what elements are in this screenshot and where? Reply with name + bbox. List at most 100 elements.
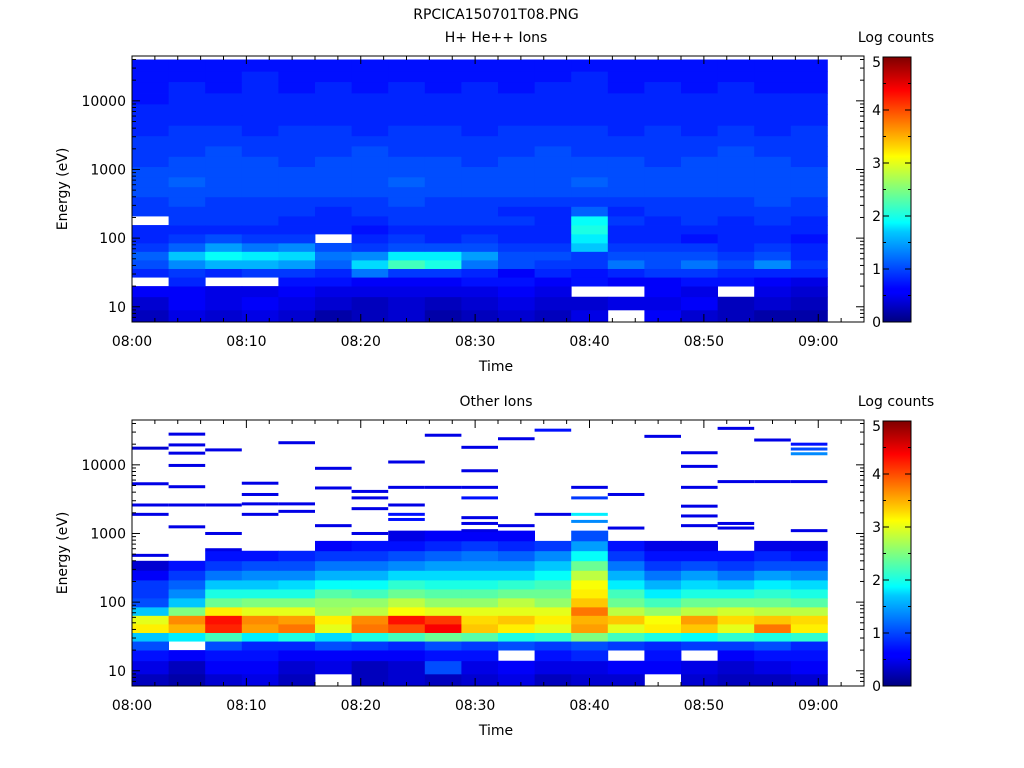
heatmap-line [424, 433, 462, 437]
y-tick-label: 10 [108, 300, 126, 316]
heatmap-cell [754, 125, 792, 137]
heatmap-cell [424, 597, 462, 608]
heatmap-cell [571, 530, 609, 542]
heatmap-cell [717, 225, 755, 235]
heatmap-cell [351, 145, 389, 157]
heatmap-cell [205, 233, 243, 244]
heatmap-cell [388, 196, 426, 207]
heatmap-cell [498, 597, 535, 608]
heatmap-line [717, 521, 755, 525]
heatmap-cell [278, 196, 316, 207]
heatmap-cell [571, 589, 609, 599]
heatmap-cell [241, 673, 279, 687]
heatmap-cell [424, 103, 462, 116]
heatmap-cell [241, 225, 279, 235]
heatmap-cell [534, 589, 572, 599]
heatmap-cell [205, 309, 243, 323]
heatmap-cell [717, 615, 755, 625]
heatmap-cell [241, 550, 279, 562]
heatmap-line [241, 492, 279, 496]
heatmap-cell [351, 296, 389, 311]
heatmap-cell [644, 632, 682, 642]
heatmap-line [790, 447, 828, 451]
heatmap-cell [132, 296, 169, 311]
heatmap-cell [168, 268, 206, 278]
heatmap-cell [241, 166, 279, 178]
heatmap-cell [315, 71, 352, 83]
heatmap-cell [168, 225, 206, 235]
colorbar-tick-label: 5 [872, 419, 881, 435]
heatmap-cell [351, 81, 389, 94]
heatmap-cell [790, 135, 828, 147]
heatmap-cell [132, 641, 169, 651]
heatmap-cell [315, 186, 352, 198]
heatmap-cell [132, 580, 169, 590]
heatmap-cell [498, 196, 535, 207]
heatmap-cell [278, 145, 316, 157]
heatmap-cell [644, 309, 682, 323]
heatmap-cell [498, 59, 535, 72]
y-axis: 10 100 1000 10000 [81, 423, 864, 687]
heatmap-cell [754, 186, 792, 198]
heatmap-cell [461, 206, 499, 217]
heatmap-cell [168, 166, 206, 178]
heatmap-cell [717, 145, 755, 157]
heatmap-cell [681, 216, 718, 226]
heatmap-cell [534, 186, 572, 198]
heatmap-cell [424, 125, 462, 137]
heatmap-cell [461, 615, 499, 625]
heatmap-cell [351, 260, 389, 269]
x-axis-label: Time [478, 723, 513, 739]
heatmap-cell [388, 145, 426, 157]
heatmap-cell [424, 286, 462, 298]
heatmap-cell [534, 251, 572, 261]
heatmap-line [278, 509, 315, 513]
heatmap-cell [644, 650, 682, 662]
heatmap-cell [168, 560, 206, 571]
heatmap-cell [607, 114, 645, 126]
heatmap-cell [571, 135, 609, 147]
heatmap-cell [681, 242, 718, 252]
heatmap-cell [461, 560, 499, 571]
heatmap-cell [534, 277, 572, 287]
heatmap-cell [132, 570, 169, 581]
colorbar-tick-label: 4 [872, 467, 881, 483]
heatmap-cell [498, 560, 535, 571]
heatmap-line [351, 531, 389, 535]
heatmap-cell [790, 93, 828, 105]
heatmap-cell [424, 560, 462, 571]
heatmap-cell [461, 81, 499, 94]
heatmap-cell [388, 286, 426, 298]
heatmap-cell [388, 570, 426, 581]
heatmap-cell [424, 530, 462, 542]
heatmap-cell [571, 632, 609, 642]
colorbar [882, 56, 912, 323]
heatmap-cell [315, 660, 352, 675]
heatmap-cell [754, 166, 792, 178]
heatmap-cell [681, 196, 718, 207]
x-tick-label: 08:10 [226, 698, 266, 714]
heatmap-cell [132, 206, 169, 217]
heatmap-cell [681, 156, 718, 168]
heatmap-line [241, 481, 279, 485]
heatmap-cell [461, 260, 499, 269]
heatmap-cell [315, 260, 352, 269]
heatmap-cell [717, 268, 755, 278]
heatmap-cell [424, 135, 462, 147]
heatmap-cell [461, 186, 499, 198]
heatmap-cell [132, 251, 169, 261]
heatmap-cell [681, 114, 718, 126]
colorbar-tick-label: 2 [872, 573, 881, 589]
heatmap-cell [351, 624, 389, 633]
x-tick-label: 08:30 [455, 334, 495, 350]
heatmap-cell [351, 606, 389, 616]
heatmap-cell [571, 660, 609, 675]
heatmap-cell [168, 615, 206, 625]
heatmap-cell [168, 296, 206, 311]
heatmap-cell [607, 125, 645, 137]
heatmap-cell [644, 624, 682, 633]
heatmap-cell [790, 156, 828, 168]
heatmap-cell [571, 624, 609, 633]
heatmap-cell [717, 589, 755, 599]
heatmap-cell [424, 93, 462, 105]
